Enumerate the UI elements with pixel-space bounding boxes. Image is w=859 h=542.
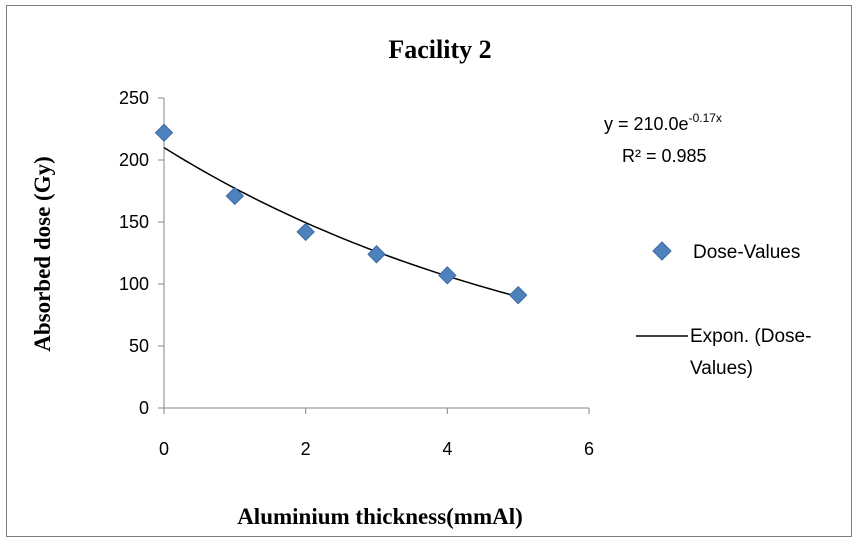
y-tick-label: 200 [119, 150, 149, 170]
data-point-0 [154, 123, 174, 142]
legend-label-expon-line1: Expon. (Dose- [690, 326, 811, 347]
data-point-2 [296, 222, 315, 242]
legend-label-dose-values: Dose-Values [693, 242, 800, 263]
axes [158, 97, 590, 414]
legend-marker-dose-values [652, 241, 672, 261]
y-tick-label: 0 [139, 398, 149, 418]
x-tick-label: 4 [442, 439, 452, 459]
legend-label-expon: Expon. (Dose- Values) [690, 326, 817, 379]
y-tick-label: 250 [119, 88, 149, 108]
trendline-r-squared: R² = 0.985 [622, 146, 707, 166]
y-tick-label: 150 [119, 212, 149, 232]
legend: Dose-Values Expon. (Dose- Values) [636, 241, 817, 379]
trendline-equation: y = 210.0e-0.17x [604, 111, 722, 134]
x-axis-title: Aluminium thickness(mmAl) [237, 504, 523, 529]
data-point-3 [367, 245, 386, 264]
equation-base: y = 210.0e [604, 114, 689, 134]
chart-title: Facility 2 [388, 35, 491, 64]
chart-frame [6, 5, 852, 537]
tick-labels: 0 50 100 150 200 250 0 2 4 6 [119, 88, 594, 459]
x-tick-label: 2 [301, 439, 311, 459]
trendline-curve [163, 146, 519, 298]
y-tick-label: 50 [129, 336, 149, 356]
y-tick-label: 100 [119, 274, 149, 294]
x-tick-label: 6 [584, 439, 594, 459]
data-point-4 [438, 266, 457, 285]
data-point-5 [508, 285, 528, 305]
data-point-1 [225, 186, 245, 206]
legend-label-expon-line2: Values) [690, 358, 753, 379]
y-axis-title: Absorbed dose (Gy) [30, 156, 55, 352]
equation-exponent: -0.17x [689, 111, 722, 125]
x-tick-label: 0 [159, 439, 169, 459]
data-points [154, 123, 528, 305]
